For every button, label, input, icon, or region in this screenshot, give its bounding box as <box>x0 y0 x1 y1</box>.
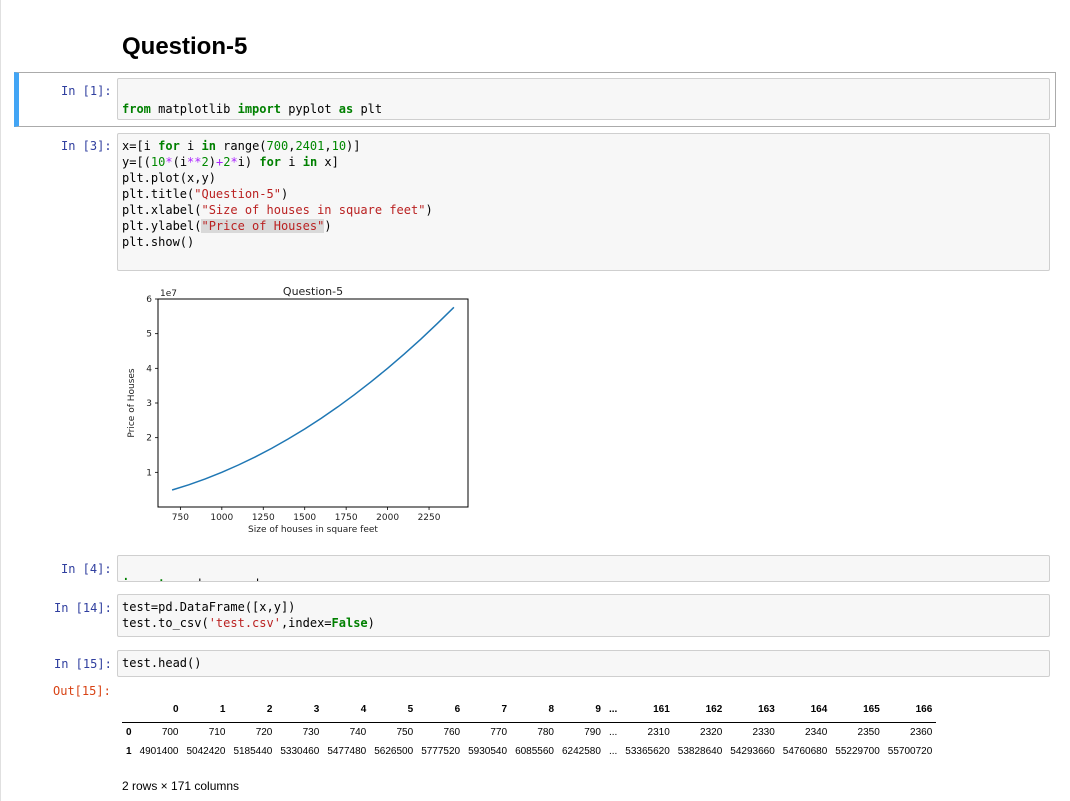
x-tick-label: 1750 <box>335 513 358 523</box>
page-title: Question-5 <box>122 33 248 60</box>
column-header: 165 <box>831 696 884 723</box>
table-cell: 720 <box>255 727 273 738</box>
dataframe-table: 0 1 2 3 4 5 6 7 8 9... 161 162 163 164 165 166 0 700 710 7… <box>122 696 937 761</box>
column-header: 9 <box>558 696 605 723</box>
line-chart: 750 1000 1250 1500 1750 2000 2250 1 2 3 4 5 6 1e7 Ques… <box>127 285 469 535</box>
table-cell: 750 <box>396 727 414 738</box>
code-editor-3[interactable]: import pandas as pd <box>117 555 1050 582</box>
table-cell: 710 <box>208 727 226 738</box>
series-line <box>171 306 455 491</box>
code-editor-4[interactable]: test=pd.DataFrame([x,y]) test.to_csv('te… <box>117 594 1050 637</box>
table-cell: 2340 <box>805 727 828 738</box>
x-tick-label: 2000 <box>376 513 399 523</box>
table-cell: 5777520 <box>421 746 461 757</box>
dataframe-output: 0 1 2 3 4 5 6 7 8 9... 161 162 163 164 165 166 0 700 710 7… <box>122 696 1052 766</box>
input-prompt-4: In [14]: <box>54 601 112 615</box>
column-header: 161 <box>621 696 674 723</box>
input-prompt-5: In [15]: <box>54 657 112 671</box>
column-header: 2 <box>229 696 277 723</box>
table-row: 1 4901400 5042420 5185440 5330460 5477480 5626… <box>122 742 936 761</box>
code-cell-1[interactable] <box>14 72 1056 127</box>
column-header: 166 <box>883 696 937 723</box>
table-cell: 5477480 <box>327 746 367 757</box>
table-cell: 54760680 <box>782 746 828 757</box>
table-cell: 55229700 <box>835 746 880 757</box>
row-index: 0 <box>126 727 132 738</box>
input-prompt-1: In [1]: <box>61 84 112 98</box>
x-tick-label: 1250 <box>252 513 275 523</box>
chart-title: Question-5 <box>283 285 343 298</box>
table-cell: 5930540 <box>468 746 508 757</box>
table-cell: 6085560 <box>515 746 554 757</box>
code-editor-2[interactable]: x=[i for i in range(700,2401,10)] y=[(10… <box>117 133 1050 271</box>
column-header: 8 <box>511 696 558 723</box>
input-prompt-2: In [3]: <box>61 139 112 153</box>
y-tick-label: 5 <box>146 330 152 340</box>
y-tick-label: 4 <box>146 364 152 374</box>
y-tick-label: 3 <box>146 399 152 409</box>
x-tick-label: 750 <box>172 513 189 523</box>
table-cell: 770 <box>490 727 508 738</box>
dataframe-shape: 2 rows × 171 columns <box>122 779 240 793</box>
index-header <box>122 696 136 723</box>
y-offset-label: 1e7 <box>160 289 177 299</box>
column-header: 163 <box>726 696 779 723</box>
column-header: 5 <box>370 696 418 723</box>
column-header: 162 <box>673 696 727 723</box>
table-cell: 5185440 <box>233 746 273 757</box>
table-cell: 2320 <box>700 727 723 738</box>
column-header: 6 <box>417 696 465 723</box>
table-cell: 760 <box>443 727 461 738</box>
y-tick-label: 1 <box>146 468 152 478</box>
y-axis-label: Price of Houses <box>127 368 137 438</box>
column-header: 0 <box>135 696 183 723</box>
table-cell: 700 <box>161 727 179 738</box>
column-header: 164 <box>778 696 832 723</box>
table-cell: 740 <box>349 727 367 738</box>
table-cell: 2350 <box>857 727 880 738</box>
x-tick-label: 1500 <box>293 513 316 523</box>
table-cell: 4901400 <box>139 746 179 757</box>
table-cell: ... <box>608 746 618 757</box>
table-row: 0 700 710 720 730 740 750 760 770 780 790... 2310 23… <box>122 723 936 743</box>
input-prompt-3: In [4]: <box>61 562 112 576</box>
y-tick-label: 2 <box>146 434 152 444</box>
page-left-border <box>0 0 1 801</box>
table-cell: 53365620 <box>625 746 670 757</box>
table-cell: 5626500 <box>374 746 414 757</box>
output-prompt: Out[15]: <box>53 684 111 698</box>
table-cell: 53828640 <box>677 746 723 757</box>
table-cell: 5330460 <box>280 746 320 757</box>
column-header: 7 <box>464 696 512 723</box>
column-header: ... <box>604 696 622 723</box>
table-cell: 5042420 <box>186 746 226 757</box>
table-cell: 2310 <box>647 727 670 738</box>
table-cell: ... <box>608 727 618 738</box>
table-cell: 2330 <box>752 727 775 738</box>
table-cell: 6242580 <box>562 746 601 757</box>
y-tick-label: 6 <box>146 295 152 305</box>
column-header: 4 <box>323 696 371 723</box>
table-cell: 780 <box>537 727 554 738</box>
x-tick-label: 2250 <box>418 513 441 523</box>
table-cell: 2360 <box>910 727 933 738</box>
table-cell: 730 <box>302 727 320 738</box>
table-cell: 790 <box>584 727 601 738</box>
x-tick-label: 1000 <box>210 513 233 523</box>
column-header: 3 <box>276 696 324 723</box>
table-cell: 54293660 <box>730 746 775 757</box>
code-editor-5[interactable]: test.head() <box>117 650 1050 677</box>
plot-area <box>157 298 469 508</box>
code-editor-1[interactable]: from matplotlib import pyplot as plt <box>117 78 1050 120</box>
table-cell: 55700720 <box>887 746 933 757</box>
row-index: 1 <box>126 746 132 757</box>
column-header: 1 <box>182 696 230 723</box>
x-axis-label: Size of houses in square feet <box>248 525 378 535</box>
